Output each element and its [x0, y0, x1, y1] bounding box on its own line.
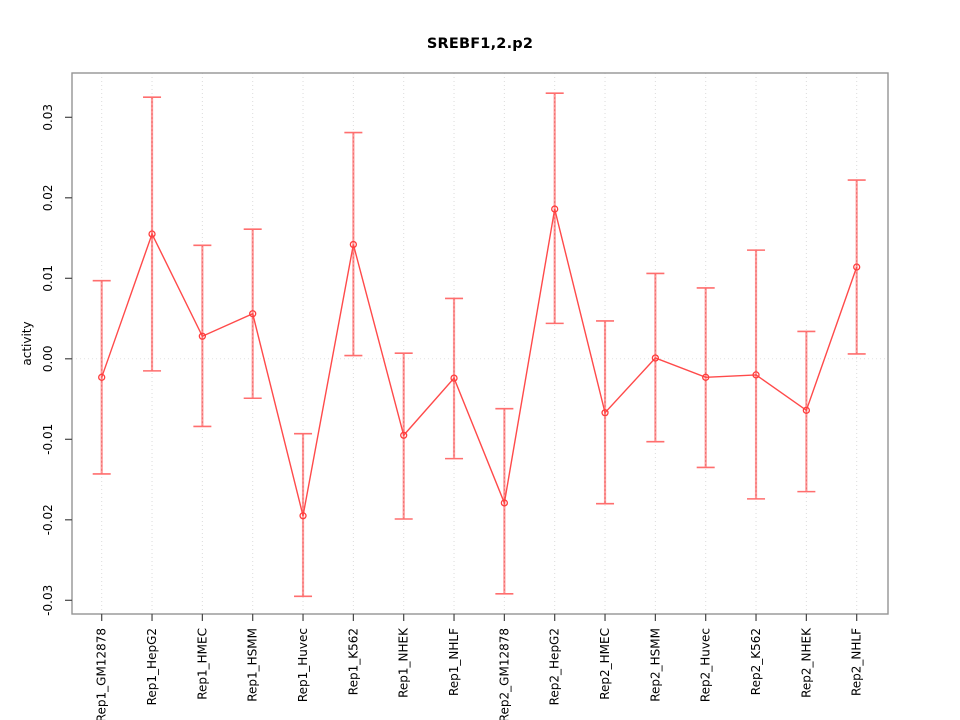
y-tick-label: 0.00 [41, 345, 55, 372]
data-point [752, 371, 760, 379]
data-point [299, 512, 307, 520]
x-tick-label: Rep2_NHLF [850, 628, 864, 696]
x-tick-label: Rep2_GM12878 [497, 628, 511, 720]
data-point [500, 499, 509, 507]
data-point [651, 354, 660, 362]
x-tick-label: Rep2_Huvec [699, 628, 713, 702]
plot-box [71, 72, 889, 615]
x-tick-label: Rep2_NHEK [799, 627, 813, 698]
data-point [98, 373, 106, 381]
y-tick-label: 0.03 [41, 104, 55, 131]
data-point [349, 240, 358, 249]
x-tick-label: Rep1_K562 [346, 628, 360, 695]
data-point [148, 230, 156, 238]
y-tick-label: 0.02 [41, 184, 55, 211]
series-line [101, 208, 858, 516]
y-tick-label: -0.03 [41, 585, 55, 616]
x-tick-label: Rep1_GM12878 [95, 628, 109, 720]
data-point [400, 431, 408, 439]
data-point [450, 374, 458, 382]
x-tick-label: Rep1_NHEK [397, 627, 411, 698]
y-tick-label: -0.01 [41, 424, 55, 455]
data-point [601, 409, 609, 417]
x-tick-label: Rep1_NHLF [447, 628, 461, 696]
x-tick-label: Rep2_HMEC [598, 628, 612, 700]
data-point [853, 263, 861, 271]
x-tick-label: Rep1_HSMM [246, 628, 260, 702]
y-axis-title: activity [20, 321, 34, 365]
x-tick-label: Rep2_K562 [749, 628, 763, 695]
x-tick-label: Rep2_HSMM [648, 628, 662, 702]
x-tick-label: Rep1_HMEC [195, 628, 209, 700]
data-point [551, 205, 559, 213]
data-point [198, 332, 207, 340]
data-point [802, 406, 811, 414]
x-tick-label: Rep1_HepG2 [145, 628, 159, 705]
data-point [249, 310, 257, 318]
x-tick-label: Rep1_Huvec [296, 628, 310, 702]
y-tick-label: -0.02 [41, 504, 55, 535]
plot-title: SREBF1,2.p2 [426, 36, 534, 52]
y-tick-label: 0.01 [41, 265, 55, 292]
x-tick-label: Rep2_HepG2 [548, 628, 562, 705]
data-point [702, 373, 710, 381]
